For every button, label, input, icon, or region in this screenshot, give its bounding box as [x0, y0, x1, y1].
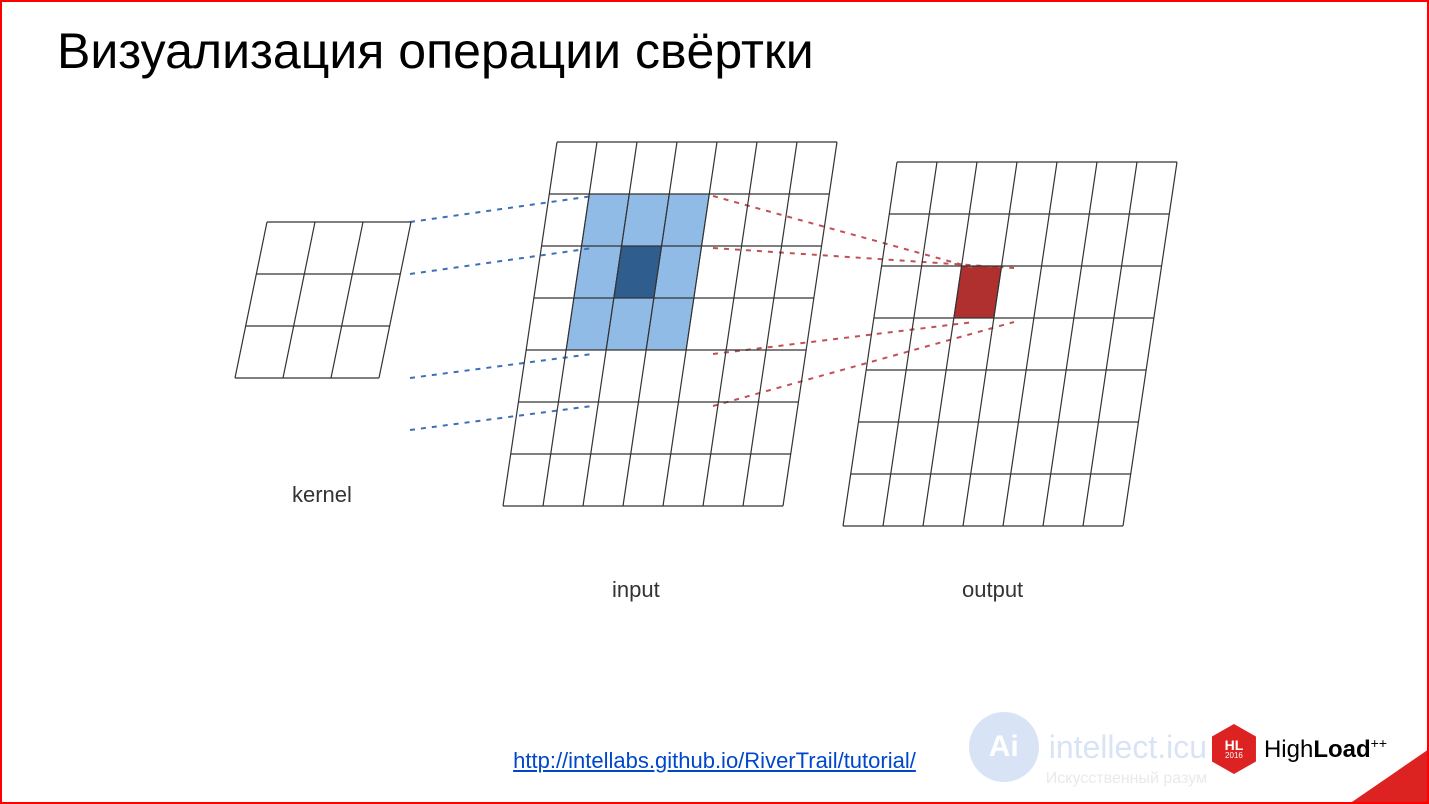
hl-badge-text: HL: [1225, 738, 1244, 752]
slide-frame: { "title": "Визуализация операции свёртк…: [0, 0, 1429, 804]
svg-text:output: output: [962, 577, 1023, 602]
hl-word-plain: High: [1264, 736, 1313, 763]
source-link[interactable]: http://intellabs.github.io/RiverTrail/tu…: [513, 748, 916, 773]
ai-circle-icon: Ai: [969, 712, 1039, 782]
convolution-diagram: kernel input output: [2, 2, 1429, 804]
watermark-text: intellect.icu: [1049, 729, 1207, 766]
hl-hexagon-icon: HL 2016: [1212, 724, 1256, 774]
corner-triangle-icon: [1349, 749, 1429, 804]
svg-text:input: input: [612, 577, 660, 602]
svg-text:kernel: kernel: [292, 482, 352, 507]
watermark-intellect: Ai intellect.icu Искусственный разум: [969, 712, 1207, 782]
watermark-subtext: Искусственный разум: [1046, 770, 1207, 788]
hl-badge-year: 2016: [1225, 752, 1243, 760]
